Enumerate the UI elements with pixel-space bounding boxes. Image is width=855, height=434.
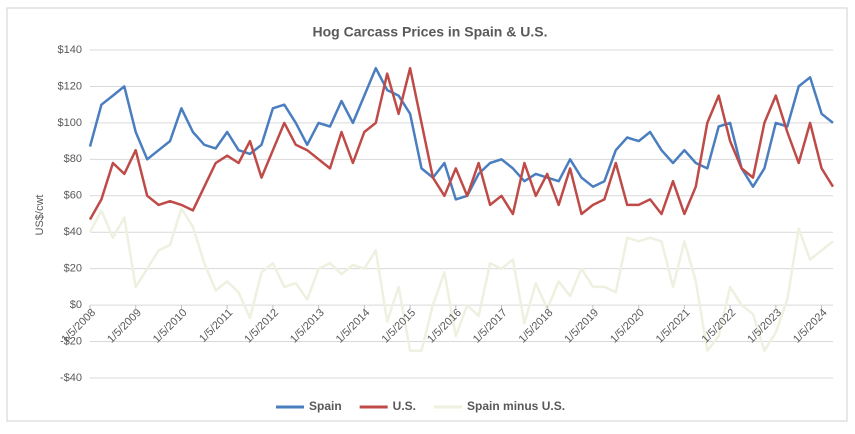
y-tick-label: $0 bbox=[70, 299, 82, 311]
y-tick-label: $40 bbox=[64, 226, 82, 238]
chart-border bbox=[6, 7, 848, 422]
y-tick-label: -$20 bbox=[60, 335, 82, 347]
legend-label: U.S. bbox=[393, 399, 416, 413]
chart-title: Hog Carcass Prices in Spain & U.S. bbox=[313, 24, 548, 40]
legend-label: Spain minus U.S. bbox=[467, 399, 565, 413]
y-tick-label: $140 bbox=[58, 44, 82, 56]
y-tick-label: $80 bbox=[64, 153, 82, 165]
y-tick-label: $100 bbox=[58, 117, 82, 129]
legend-label: Spain bbox=[309, 399, 342, 413]
y-tick-label: $60 bbox=[64, 190, 82, 202]
y-tick-label: $120 bbox=[58, 80, 82, 92]
y-tick-label: -$40 bbox=[60, 372, 82, 384]
line-series bbox=[88, 66, 834, 201]
line-series bbox=[88, 66, 835, 221]
y-tick-label: $20 bbox=[64, 263, 82, 275]
line-series bbox=[88, 207, 834, 352]
y-axis-label: US$/cwt bbox=[34, 195, 46, 236]
